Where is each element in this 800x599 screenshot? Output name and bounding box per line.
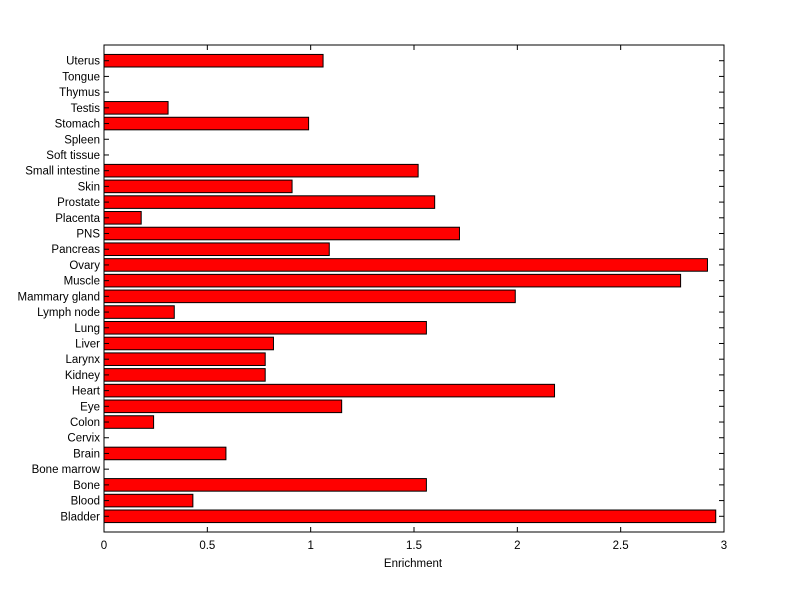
y-tick-label: Cervix [67,433,100,445]
y-tick-label: Kidney [65,370,100,382]
y-tick-label: Larynx [65,354,100,366]
plot-frame [103,44,725,533]
x-tick-label: 2 [514,540,520,552]
y-tick-label: Mammary gland [18,291,100,303]
y-tick-label: Brain [73,448,100,460]
bar-pns [103,226,460,241]
bar-larynx [103,352,266,366]
bar-eye [103,399,343,414]
y-tick-label: Uterus [66,56,100,68]
y-tick-label: Placenta [55,213,100,225]
bar-blood [103,493,194,508]
y-tick-label: Soft tissue [46,150,100,162]
bar-bladder [103,509,717,524]
y-tick-label: PNS [76,229,100,241]
x-tick-label: 2.5 [613,540,629,552]
y-tick-label: Ovary [69,260,100,272]
x-tick-label: 1 [307,540,313,552]
bar-ovary [103,258,708,272]
bar-liver [103,336,274,351]
y-tick-label: Muscle [64,276,100,288]
y-tick-label: Bone marrow [32,464,101,476]
x-tick-label: 0.5 [199,540,215,552]
bar-kidney [103,368,266,382]
bar-small-intestine [103,163,419,178]
bar-skin [103,179,293,194]
y-tick-label: Skin [78,181,100,193]
bar-stomach [103,116,310,131]
bar-prostate [103,195,436,209]
bar-uterus [103,53,324,68]
y-tick-label: Liver [75,338,100,350]
bar-muscle [103,273,682,288]
y-tick-label: Testis [71,103,101,115]
y-tick-label: Eye [80,401,100,413]
bar-lymph-node [103,305,175,319]
x-axis-label: Enrichment [384,558,443,570]
y-tick-label: Tongue [62,71,100,83]
bar-lung [103,320,427,335]
bar-mammary-gland [103,289,516,304]
y-tick-label: Small intestine [25,166,100,178]
bar-colon [103,415,155,429]
y-tick-label: Bladder [60,511,100,523]
y-tick-label: Lymph node [37,307,100,319]
bar-testis [103,101,169,115]
y-tick-label: Lung [74,323,100,335]
bar-bone [103,478,427,492]
y-tick-label: Blood [71,496,100,508]
bar-brain [103,446,227,461]
x-tick-label: 0 [101,540,107,552]
x-tick-label: 3 [721,540,727,552]
bar-heart [103,383,556,398]
y-tick-label: Prostate [57,197,100,209]
y-tick-label: Spleen [64,134,100,146]
y-tick-label: Pancreas [51,244,100,256]
x-axis-ticks: 0 0.5 1 1.5 2 2.5 3 [101,45,727,552]
bar-placenta [103,211,142,225]
y-tick-label: Stomach [55,119,100,131]
y-axis-ticks: Bladder Blood Bone Bone marrow Brain Cervix Co… [18,56,724,523]
bar-pancreas [103,242,330,257]
y-tick-label: Heart [72,386,101,398]
y-tick-label: Colon [70,417,100,429]
y-tick-label: Thymus [59,87,100,99]
x-tick-label: 1.5 [406,540,422,552]
y-tick-label: Bone [73,480,100,492]
